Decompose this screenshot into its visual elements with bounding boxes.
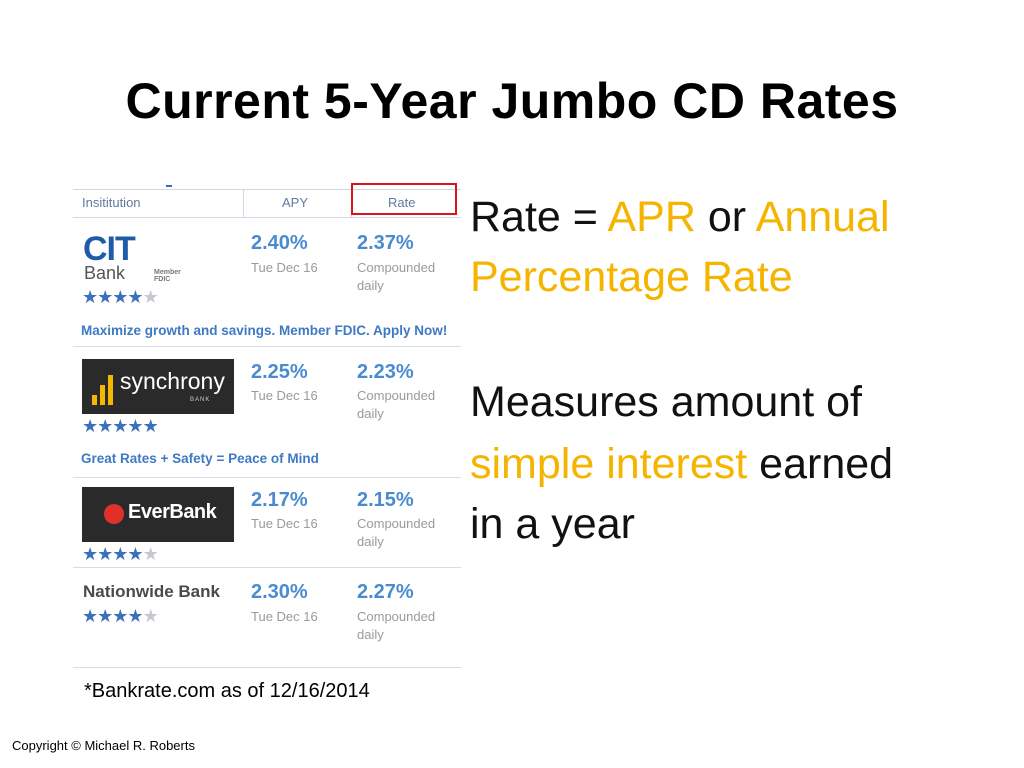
star-empty-icon: ★ (142, 606, 159, 626)
rate-note: Compounded (357, 516, 436, 531)
header-apy: APY (282, 195, 309, 210)
everbank-flame-icon (104, 504, 124, 524)
text-segment: or (695, 193, 756, 241)
apy-date: Tue Dec 16 (251, 609, 318, 624)
star-filled-icon: ★ (112, 416, 128, 436)
highlight-simple-interest: simple interest (470, 440, 748, 488)
rate-note: daily (357, 406, 384, 421)
measures-line3: in a year (470, 500, 635, 548)
star-empty-icon: ★ (142, 287, 159, 307)
rate-note: Compounded (357, 388, 436, 403)
synchrony-logo-word: synchrony (120, 368, 225, 394)
star-filled-icon: ★ (97, 416, 113, 436)
apy-value: 2.17% (251, 489, 308, 511)
cd-rates-table: Insititution APY Rate CIT Bank Member FD… (73, 180, 461, 668)
highlight-apr: APR (607, 193, 696, 241)
header-top-divider (73, 189, 461, 190)
star-filled-icon: ★ (112, 606, 128, 626)
star-filled-icon: ★ (127, 606, 143, 626)
header-accent (166, 185, 172, 187)
promo-link[interactable]: Great Rates + Safety = Peace of Mind (81, 451, 319, 466)
header-rate: Rate (388, 195, 416, 210)
rate-highlight-box (351, 183, 457, 215)
star-filled-icon: ★ (127, 287, 143, 307)
measures-line1: Measures amount of (470, 378, 862, 426)
header-bottom-divider (73, 217, 461, 218)
star-rating: ★★★★★ (82, 544, 159, 564)
apy-date: Tue Dec 16 (251, 388, 318, 403)
rate-note: daily (357, 534, 384, 549)
star-rating: ★★★★★ (82, 606, 159, 626)
rate-note: Compounded (357, 609, 436, 624)
star-filled-icon: ★ (82, 606, 98, 626)
synchrony-logo-sub: BANK (190, 397, 211, 403)
star-filled-icon: ★ (82, 416, 98, 436)
star-rating: ★★★★★ (82, 287, 159, 307)
star-filled-icon: ★ (142, 416, 159, 436)
everbank-logo-word: EverBank (128, 501, 217, 523)
rate-definition-line1: Rate = APR or Annual (470, 190, 890, 244)
apy-value: 2.40% (251, 232, 308, 254)
rate-value: 2.27% (357, 581, 414, 603)
star-filled-icon: ★ (112, 544, 128, 564)
star-filled-icon: ★ (82, 287, 98, 307)
row-divider (73, 567, 461, 568)
rate-note: daily (357, 627, 384, 642)
everbank-logo: EverBank (82, 487, 234, 542)
column-divider (243, 190, 244, 217)
star-filled-icon: ★ (127, 544, 143, 564)
rate-note: daily (357, 278, 384, 293)
highlight-annual: Annual (755, 193, 890, 241)
star-filled-icon: ★ (112, 287, 128, 307)
apy-value: 2.25% (251, 361, 308, 383)
copyright-footer: Copyright © Michael R. Roberts (12, 738, 195, 753)
slide-title: Current 5-Year Jumbo CD Rates (125, 73, 899, 129)
rate-value: 2.23% (357, 361, 414, 383)
text-segment: earned (747, 440, 894, 488)
measures-line2: simple interest earned (470, 437, 893, 491)
source-note: *Bankrate.com as of 12/16/2014 (84, 680, 370, 702)
fdic-badge: Member FDIC (154, 269, 181, 283)
star-filled-icon: ★ (97, 606, 113, 626)
header-institution: Insititution (82, 195, 141, 210)
promo-link[interactable]: Maximize growth and savings. Member FDIC… (81, 323, 448, 338)
row-divider (73, 477, 461, 478)
rate-definition-line2: Percentage Rate (470, 253, 793, 301)
synchrony-logo: synchrony BANK (82, 359, 234, 414)
nationwide-bank-name: Nationwide Bank (83, 582, 220, 601)
star-filled-icon: ★ (127, 416, 143, 436)
row-divider (73, 346, 461, 347)
rate-value: 2.15% (357, 489, 414, 511)
apy-date: Tue Dec 16 (251, 260, 318, 275)
star-rating: ★★★★★ (82, 416, 159, 436)
apy-value: 2.30% (251, 581, 308, 603)
apy-date: Tue Dec 16 (251, 516, 318, 531)
star-filled-icon: ★ (82, 544, 98, 564)
star-filled-icon: ★ (97, 544, 113, 564)
cit-logo-word: CIT (83, 230, 136, 268)
row-divider (73, 667, 461, 668)
cit-bank-logo: CIT Bank Member FDIC (83, 230, 181, 292)
star-filled-icon: ★ (97, 287, 113, 307)
cit-logo-sub: Bank (84, 263, 126, 283)
star-empty-icon: ★ (142, 544, 159, 564)
rate-note: Compounded (357, 260, 436, 275)
rate-value: 2.37% (357, 232, 414, 254)
text-segment: Rate = (470, 193, 608, 241)
